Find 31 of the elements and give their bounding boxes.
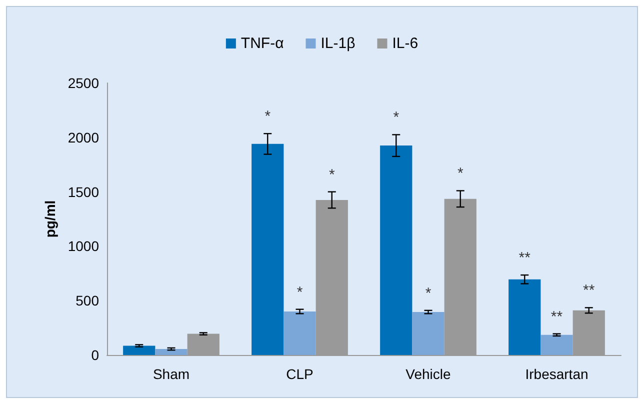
data-label: *: [264, 108, 271, 126]
data-label: *: [457, 165, 464, 182]
data-label: *: [425, 284, 432, 302]
y-tick-label: 500: [76, 292, 100, 309]
data-label: **: [583, 282, 595, 300]
bar: [380, 146, 412, 355]
bar: [540, 334, 573, 355]
bar: [155, 349, 188, 355]
data-label: **: [518, 250, 531, 267]
bar: [508, 279, 541, 355]
y-axis-title: pg/ml: [42, 200, 58, 238]
bar: [412, 312, 444, 355]
x-tick-label: Irbesartan: [525, 366, 588, 382]
y-tick-label: 1500: [68, 184, 100, 200]
y-tick-label: 0: [91, 347, 100, 363]
bar: [284, 311, 316, 355]
bar: [123, 346, 156, 355]
x-tick-label: Vehicle: [406, 366, 452, 382]
legend-label: TNF-α: [240, 35, 284, 52]
data-label: **: [550, 308, 563, 326]
y-tick-label: 2000: [68, 129, 100, 146]
x-tick-label: Sham: [152, 366, 190, 382]
data-label: *: [296, 284, 303, 301]
legend-label: IL-6: [392, 35, 418, 52]
y-tick-label: 2500: [68, 75, 100, 91]
x-tick-label: CLP: [286, 366, 314, 382]
data-label: *: [328, 166, 335, 184]
y-tick-label: 1000: [68, 238, 100, 254]
bar: [252, 144, 284, 355]
legend-label: IL-1β: [320, 35, 356, 52]
data-label: *: [393, 109, 400, 126]
